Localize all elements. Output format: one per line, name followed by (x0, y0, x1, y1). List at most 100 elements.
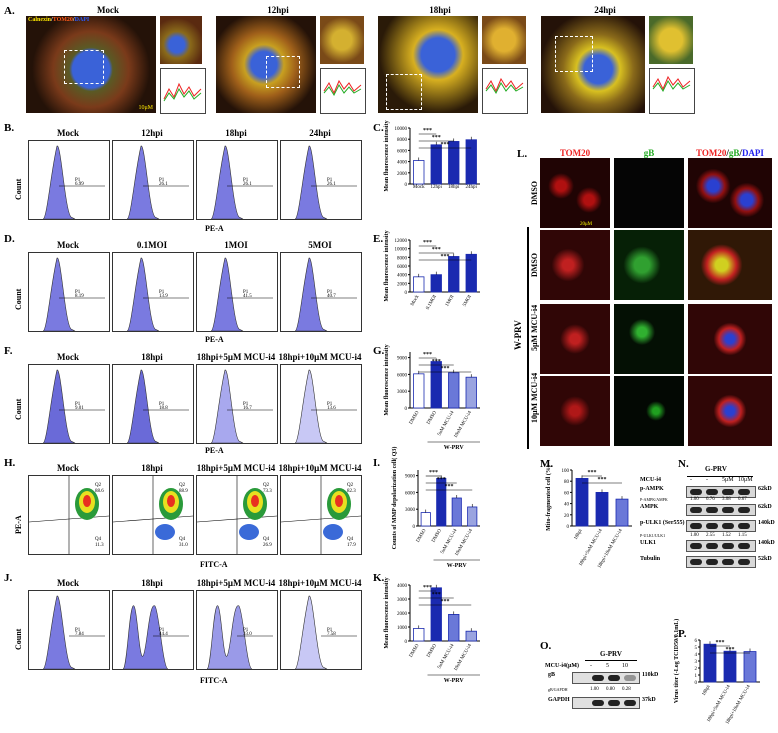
panel-n-band-image (686, 486, 756, 498)
x-tick-label: 18hpi (574, 528, 584, 541)
panel-n-band-image (686, 520, 756, 532)
zoom-inset-24hpi (649, 16, 693, 64)
svg-text:P1: P1 (243, 178, 249, 183)
flow-histogram-plot: Q2 73.3 Q4 26.9 (196, 475, 278, 555)
y-tick-label: 0 (567, 525, 570, 530)
y-tick-label: 20 (564, 514, 570, 519)
svg-text:44.4: 44.4 (159, 632, 168, 637)
y-tick-label: 4 (695, 653, 698, 658)
panel-o-band-image (572, 697, 640, 709)
bar (465, 376, 477, 409)
flow-title: 1MOI (224, 240, 248, 250)
y-tick-label: 6 (695, 639, 698, 644)
x-tick-label: 18hpi (702, 684, 712, 697)
profile-plot-18hpi (482, 68, 528, 114)
zoom-box (266, 56, 300, 88)
bar (413, 276, 425, 293)
panel-l-row-label: DMSO (530, 181, 539, 205)
flow-title: 18hpi+10μM MCU-i4 (278, 352, 362, 362)
panel-o-lane: - (590, 663, 592, 669)
flow-histogram-plot: P1 13.9 (112, 252, 194, 332)
svg-text:82.3: 82.3 (347, 489, 356, 494)
flow-title: 12hpi (141, 128, 163, 138)
flow-title: 18hpi+5μM MCU-i4 (196, 578, 276, 588)
micrograph-mock: Calnexin/TOM20/DAPI 10μM (26, 16, 156, 113)
panel-o-band-label: GAPDH (548, 697, 570, 703)
panel-n-kd: 62kD (758, 504, 772, 510)
y-tick-label: 4000 (397, 274, 408, 279)
significance-mark: *** (429, 470, 438, 476)
panel-o-ratio: 1.00 (590, 687, 599, 692)
panel-l-row-label: 5μM MCU-i4 (530, 304, 539, 351)
bar (420, 512, 431, 527)
zoom-box (64, 50, 104, 84)
x-tick-label: DMSO (431, 528, 443, 543)
bar (413, 628, 425, 642)
panel-o-group: G-PRV (600, 650, 622, 658)
svg-text:P1: P1 (327, 178, 333, 183)
panel-b-xlabel: PE-A (205, 224, 224, 233)
panel-n-band-image (686, 556, 756, 568)
y-tick-label: 3 (695, 660, 698, 665)
group-label: W-PRV (447, 563, 468, 569)
significance-mark: *** (726, 647, 735, 653)
x-tick-label: DMSO (409, 643, 421, 658)
flow-title: 18hpi (141, 352, 163, 362)
panel-l-col-gb: gB (643, 148, 655, 158)
panel-l-scale-bar: 20μM (580, 222, 593, 227)
y-tick-label: 8000 (397, 138, 408, 143)
panel-n-lane: 5μM (722, 477, 734, 483)
profile-plot-24hpi (649, 68, 695, 114)
svg-text:P1: P1 (159, 290, 165, 295)
panel-n-band-label: Tubulin (640, 556, 661, 562)
flow-title: 18hpi (141, 463, 163, 473)
svg-text:7.58: 7.58 (327, 632, 336, 637)
flow-title: 18hpi+5μM MCU-i4 (196, 352, 276, 362)
svg-text:26.1: 26.1 (243, 182, 252, 187)
x-tick-label: 0.1MOI (426, 294, 438, 311)
panel-n-lane: - (706, 477, 708, 483)
x-tick-label: 18hpi (448, 185, 460, 190)
panel-l-micrograph (614, 230, 684, 300)
svg-text:P1: P1 (75, 178, 81, 183)
panel-l-micrograph (540, 304, 610, 374)
flow-title: Mock (57, 352, 79, 362)
significance-mark: *** (423, 352, 432, 358)
svg-text:P1: P1 (243, 290, 249, 295)
panel-o-label: O. (540, 640, 552, 652)
panel-a-title-2: 12hpi (267, 5, 289, 15)
y-tick-label: 6000 (397, 265, 408, 270)
y-tick-label: 6000 (397, 373, 408, 378)
panel-n-kd: 140kD (758, 540, 775, 546)
panel-k-label: K. (373, 572, 385, 584)
panel-g-label: G. (373, 345, 385, 357)
svg-text:88.6: 88.6 (95, 489, 104, 494)
zoom-inset-18hpi (482, 16, 526, 64)
svg-text:P1: P1 (327, 402, 333, 407)
bar (615, 498, 629, 527)
bar (465, 630, 477, 642)
x-tick-label: DMSO (416, 528, 428, 543)
x-tick-label: 5uM MCU-i4 (437, 643, 455, 670)
svg-text:13.9: 13.9 (159, 294, 168, 299)
svg-text:P1: P1 (327, 290, 333, 295)
panel-f-xlabel: PE-A (205, 446, 224, 455)
bar (430, 274, 442, 293)
significance-mark: *** (432, 359, 441, 365)
panel-o-ratio-label: gB/GAPDH (548, 687, 568, 692)
profile-plot-12hpi (320, 68, 366, 114)
y-tick-label: 3000 (405, 508, 416, 513)
y-tick-label: 10000 (395, 248, 408, 253)
panel-l-micrograph (614, 304, 684, 374)
svg-text:31.0: 31.0 (179, 543, 188, 548)
channel-legend: Calnexin/TOM20/DAPI (28, 17, 90, 23)
svg-text:9.01: 9.01 (75, 406, 84, 411)
bar (723, 650, 737, 683)
flow-histogram-plot: P1 6.99 (28, 140, 110, 220)
svg-text:26.1: 26.1 (327, 182, 336, 187)
panel-n-ratio-label: P-AMPK/AMPK (640, 497, 668, 502)
flow-title: 24hpi (309, 128, 331, 138)
flow-histogram-plot: P1 26.1 (196, 140, 278, 220)
panel-n-ratio: 6.76 (706, 497, 715, 502)
